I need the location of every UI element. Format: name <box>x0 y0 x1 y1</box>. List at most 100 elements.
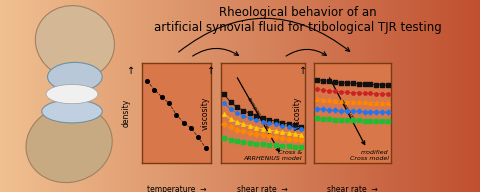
Point <box>278 144 286 147</box>
Point <box>252 126 260 129</box>
Ellipse shape <box>36 6 114 79</box>
Point <box>349 100 357 103</box>
Point <box>278 121 286 124</box>
Point <box>331 109 339 112</box>
Point <box>187 126 195 129</box>
Point <box>285 132 292 135</box>
Point <box>285 125 292 128</box>
Point <box>343 100 351 103</box>
Point <box>272 120 279 123</box>
Point <box>252 118 260 121</box>
Point <box>285 137 292 140</box>
Point <box>343 81 351 84</box>
Text: modified
Cross model: modified Cross model <box>350 150 389 161</box>
Point <box>298 138 305 142</box>
Point <box>265 143 273 146</box>
Point <box>372 119 380 122</box>
Point <box>313 107 321 110</box>
Point <box>285 122 292 126</box>
Point <box>220 113 228 116</box>
Point <box>194 136 202 139</box>
Point <box>240 141 247 144</box>
Point <box>298 125 305 128</box>
Point <box>367 101 374 104</box>
Point <box>246 131 254 134</box>
Point <box>325 99 333 102</box>
Point <box>372 83 380 86</box>
Point <box>220 102 228 105</box>
Text: pressure: pressure <box>338 97 356 121</box>
Point <box>265 118 273 121</box>
Ellipse shape <box>42 100 102 123</box>
Point <box>246 124 254 127</box>
Text: temperature  →: temperature → <box>147 185 206 192</box>
Point <box>337 100 345 103</box>
Point <box>337 118 345 121</box>
Point <box>240 130 247 133</box>
Point <box>320 118 327 121</box>
Point <box>349 91 357 94</box>
Point <box>220 122 228 125</box>
Point <box>227 138 234 141</box>
Point <box>278 136 286 139</box>
Point <box>291 138 299 141</box>
Point <box>355 91 362 94</box>
Text: viscosity: viscosity <box>201 97 210 130</box>
Point <box>349 82 357 85</box>
Point <box>325 108 333 111</box>
Point <box>278 124 286 127</box>
Point <box>272 135 279 138</box>
Point <box>349 119 357 122</box>
Point <box>298 146 305 149</box>
Point <box>378 120 386 123</box>
Point <box>320 98 327 101</box>
Point <box>343 109 351 112</box>
Point <box>291 132 299 136</box>
Point <box>259 143 267 146</box>
Point <box>240 123 247 126</box>
Point <box>246 116 254 119</box>
Point <box>259 120 267 123</box>
Point <box>227 118 234 121</box>
Point <box>202 146 209 149</box>
Point <box>233 121 241 124</box>
Point <box>349 110 357 113</box>
Point <box>331 90 339 93</box>
Point <box>355 101 362 104</box>
Point <box>259 134 267 137</box>
Point <box>331 118 339 121</box>
Text: temperature: temperature <box>246 96 270 130</box>
Point <box>384 84 392 87</box>
Ellipse shape <box>46 84 98 104</box>
Point <box>272 130 279 133</box>
Point <box>233 112 241 115</box>
Point <box>367 119 374 122</box>
Text: Rheological behavior of an
artificial synovial fluid for tribological TJR testin: Rheological behavior of an artificial sy… <box>154 6 442 34</box>
Point <box>252 114 260 117</box>
Point <box>361 92 369 95</box>
Point <box>313 117 321 120</box>
Point <box>233 128 241 131</box>
Point <box>372 92 380 95</box>
Point <box>343 91 351 94</box>
Point <box>233 106 241 109</box>
Point <box>320 108 327 111</box>
Text: ↑: ↑ <box>299 66 307 76</box>
Point <box>372 101 380 104</box>
Point <box>298 127 305 130</box>
Point <box>259 116 267 119</box>
Point <box>355 119 362 122</box>
Point <box>278 131 286 134</box>
Point <box>298 133 305 136</box>
Point <box>259 127 267 130</box>
Point <box>265 122 273 125</box>
Point <box>246 141 254 144</box>
Point <box>331 99 339 102</box>
Point <box>265 135 273 138</box>
Point <box>313 88 321 91</box>
Point <box>172 113 180 116</box>
Point <box>372 110 380 113</box>
Text: shear rate  →: shear rate → <box>327 185 378 192</box>
Point <box>313 78 321 81</box>
Point <box>361 101 369 104</box>
